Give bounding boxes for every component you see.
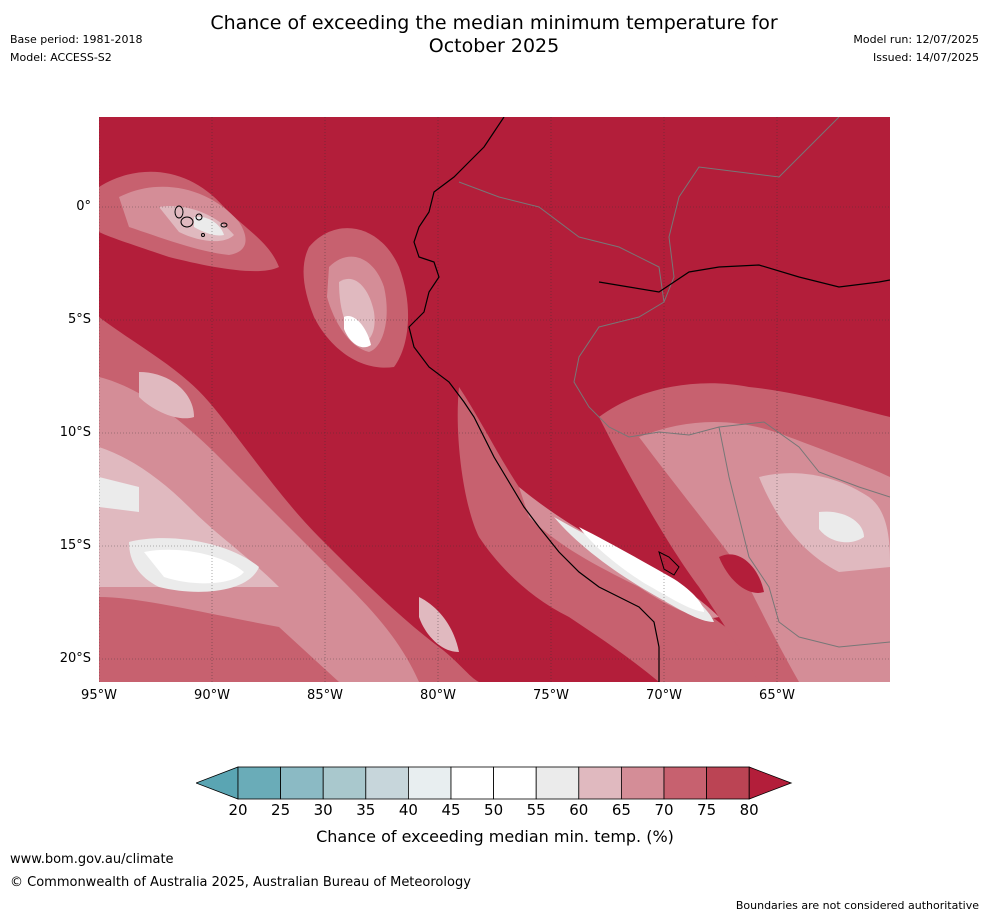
amazon-river	[598, 264, 890, 293]
y-tick-5s: 5°S	[67, 312, 91, 327]
x-tick-75w: 75°W	[533, 688, 569, 703]
colorbar-label: Chance of exceeding median min. temp. (%…	[316, 827, 674, 846]
disclaimer-text: Boundaries are not considered authoritat…	[735, 899, 979, 912]
title-line-2: October 2025	[428, 35, 560, 57]
colorbar-cell	[237, 766, 281, 800]
colorbar-cell	[663, 766, 707, 800]
x-tick-70w: 70°W	[646, 688, 682, 703]
western-anomaly-band	[99, 317, 479, 682]
eastern-anomaly	[599, 383, 890, 682]
issued-text: Issued: 14/07/2025	[872, 51, 979, 64]
x-tick-65w: 65°W	[759, 688, 795, 703]
model-run-text: Model run: 12/07/2025	[853, 33, 979, 46]
colorbar-arrow-high	[748, 766, 793, 800]
colorbar-tick-label: 25	[271, 801, 291, 819]
colorbar-cell	[450, 766, 494, 800]
colorbar-tick-label: 60	[569, 801, 589, 819]
lake-titicaca	[658, 551, 680, 576]
colorbar-tick-label: 50	[484, 801, 504, 819]
x-tick-95w: 95°W	[81, 688, 117, 703]
x-tick-85w: 85°W	[307, 688, 343, 703]
copyright-text: © Commonwealth of Australia 2025, Austra…	[10, 875, 471, 890]
base-period-text: Base period: 1981-2018	[10, 33, 143, 46]
colorbar-tick-label: 45	[441, 801, 461, 819]
colorbar-tick-label: 80	[739, 801, 759, 819]
colorbar-arrow-low	[196, 766, 239, 800]
colorbar-cell	[407, 766, 452, 800]
x-tick-90w: 90°W	[194, 688, 230, 703]
y-tick-0: 0°	[76, 199, 91, 214]
y-tick-20s: 20°S	[59, 651, 91, 666]
colorbar-tick-label: 70	[654, 801, 674, 819]
galapagos-anomaly	[99, 171, 279, 272]
colorbar-tick-label: 75	[697, 801, 717, 819]
map-title: Chance of exceeding the median minimum t…	[150, 12, 838, 58]
graticule	[99, 117, 890, 682]
country-borders	[458, 117, 890, 648]
andes-coastal-band	[419, 387, 774, 682]
colorbar-cell	[493, 766, 537, 800]
y-tick-10s: 10°S	[59, 425, 91, 440]
colorbar-tick-label: 40	[398, 801, 418, 819]
colorbar-cell	[280, 766, 324, 800]
colorbar-cell	[578, 766, 622, 800]
map-graphic	[99, 117, 890, 682]
colorbar-tick-label: 30	[313, 801, 333, 819]
colorbar	[196, 766, 793, 800]
colorbar-tick-label: 65	[611, 801, 631, 819]
model-text: Model: ACCESS-S2	[10, 51, 112, 64]
galapagos-islands	[174, 205, 228, 237]
colorbar-cell	[365, 766, 409, 800]
colorbar-cell	[620, 766, 665, 800]
title-line-1: Chance of exceeding the median minimum t…	[210, 12, 778, 34]
colorbar-cell	[706, 766, 750, 800]
colorbar-tick-label: 20	[228, 801, 248, 819]
probability-map	[99, 117, 890, 682]
website-text: www.bom.gov.au/climate	[10, 852, 174, 867]
colorbar-tick-label: 55	[526, 801, 546, 819]
peru-coastal-plume	[303, 228, 409, 368]
colorbar-cell	[322, 766, 367, 800]
colorbar-tick-label: 35	[356, 801, 376, 819]
coastline	[408, 117, 660, 682]
colorbar-cell	[535, 766, 580, 800]
y-tick-15s: 15°S	[59, 538, 91, 553]
x-tick-80w: 80°W	[420, 688, 456, 703]
